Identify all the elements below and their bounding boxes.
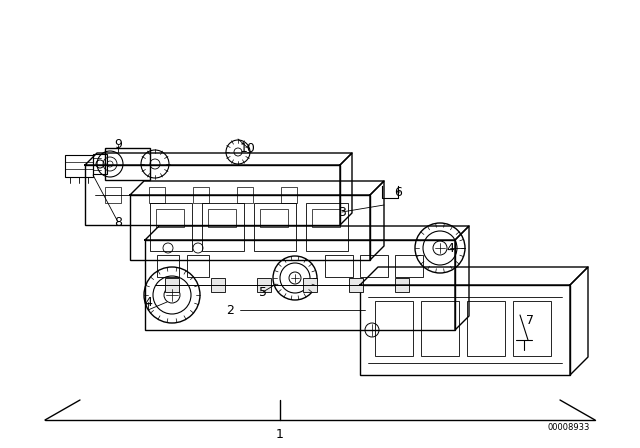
Text: 2: 2 [226, 303, 234, 316]
Bar [349, 278, 363, 292]
Bar [360, 255, 388, 277]
Bar [145, 240, 455, 330]
Bar [165, 278, 179, 292]
Bar [421, 301, 459, 356]
Bar [202, 203, 244, 251]
Text: 9: 9 [114, 138, 122, 151]
Bar [211, 278, 225, 292]
Bar [193, 187, 209, 203]
Bar [281, 187, 297, 203]
Bar [513, 301, 551, 356]
Text: 1: 1 [276, 428, 284, 441]
Bar [325, 255, 353, 277]
Bar [395, 278, 409, 292]
Bar [105, 148, 150, 180]
Bar [395, 255, 423, 277]
Text: 7: 7 [526, 314, 534, 327]
Bar [85, 165, 340, 225]
Bar [375, 301, 413, 356]
Bar [93, 154, 107, 174]
Bar [303, 278, 317, 292]
Bar [150, 203, 192, 251]
Text: 8: 8 [114, 215, 122, 228]
Bar [467, 301, 505, 356]
Bar [257, 278, 271, 292]
Bar [306, 203, 348, 251]
Bar [65, 155, 93, 177]
Bar [187, 255, 209, 277]
Bar [208, 209, 236, 227]
Bar [130, 195, 370, 260]
Bar [254, 203, 296, 251]
Bar [237, 187, 253, 203]
Bar [260, 209, 288, 227]
Text: 4: 4 [446, 241, 454, 254]
Bar [105, 187, 121, 203]
Text: 5: 5 [259, 285, 267, 298]
Bar [157, 255, 179, 277]
Text: 4: 4 [144, 296, 152, 309]
Bar [156, 209, 184, 227]
Bar [149, 187, 165, 203]
Bar [360, 285, 570, 375]
Text: 3: 3 [338, 206, 346, 219]
Text: 00008933: 00008933 [548, 423, 590, 432]
Bar [312, 209, 340, 227]
Text: 10: 10 [240, 142, 256, 155]
Text: 6: 6 [394, 185, 402, 198]
